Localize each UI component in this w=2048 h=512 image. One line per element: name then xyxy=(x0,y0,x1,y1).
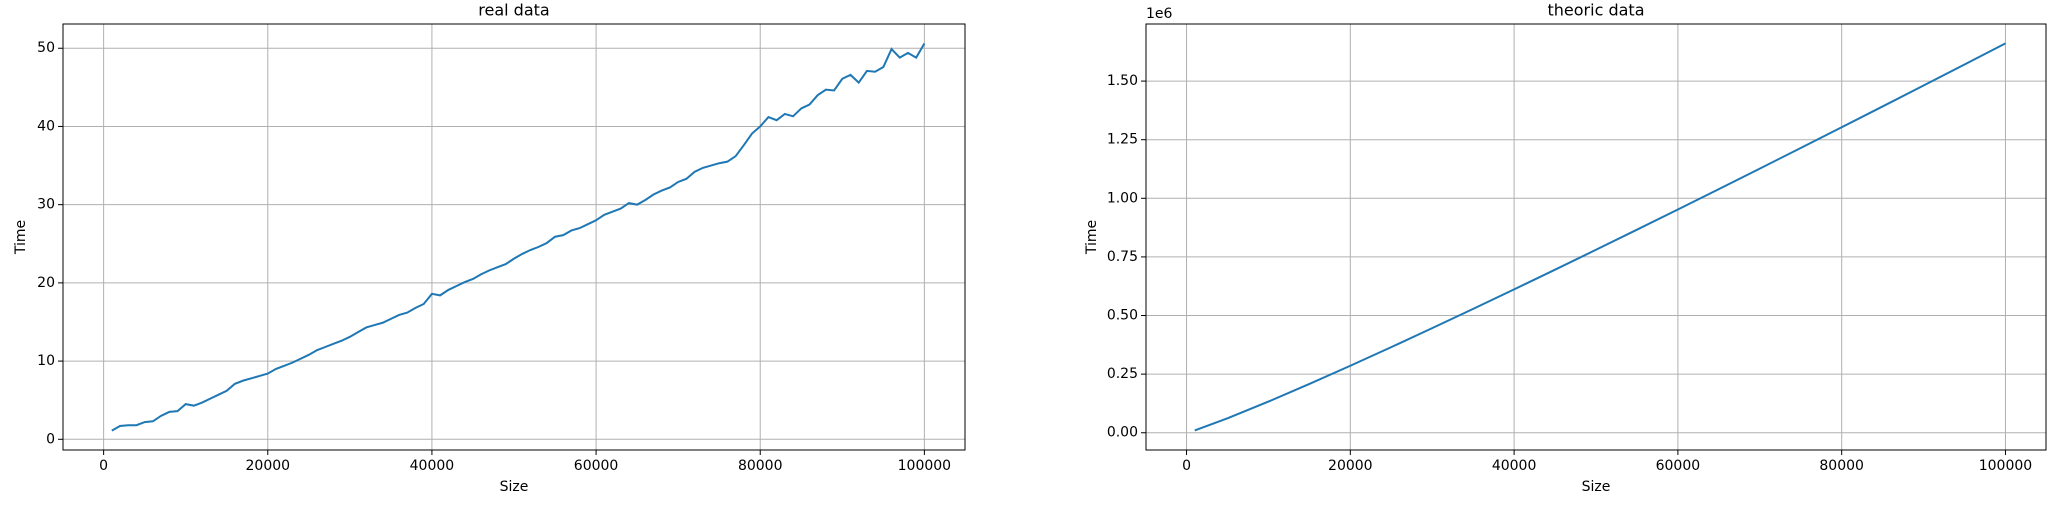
chart-title: real data xyxy=(478,1,549,20)
y-axis-label: Time xyxy=(1084,220,1100,255)
x-tick-label: 60000 xyxy=(574,458,619,474)
y-axis-label: Time xyxy=(13,220,29,255)
x-tick-label: 80000 xyxy=(1819,458,1864,474)
y-tick-label: 50 xyxy=(37,40,55,56)
x-axis-label: Size xyxy=(1582,479,1611,495)
y-tick-label: 0 xyxy=(46,431,55,447)
axes-frame xyxy=(1145,23,2047,451)
y-tick-label: 10 xyxy=(37,353,55,369)
x-tick-label: 80000 xyxy=(738,458,783,474)
y-tick-label: 1.50 xyxy=(1107,73,1138,89)
x-tick-label: 0 xyxy=(99,458,108,474)
y-tick-label: 1.25 xyxy=(1107,132,1138,148)
x-tick-label: 40000 xyxy=(1492,458,1537,474)
y-tick-label: 0.50 xyxy=(1107,308,1138,324)
y-tick-label: 0.00 xyxy=(1107,425,1138,441)
x-tick-label: 0 xyxy=(1182,458,1191,474)
axes-frame xyxy=(62,23,966,451)
y-tick-label: 1.00 xyxy=(1107,190,1138,206)
chart-title: theoric data xyxy=(1548,1,1645,20)
x-tick-label: 20000 xyxy=(1328,458,1373,474)
x-tick-label: 20000 xyxy=(246,458,291,474)
y-tick-label: 0.75 xyxy=(1107,249,1138,265)
x-tick-label: 100000 xyxy=(1979,458,2032,474)
x-tick-label: 100000 xyxy=(898,458,951,474)
y-offset-label: 1e6 xyxy=(1146,6,1173,22)
y-tick-label: 30 xyxy=(37,197,55,213)
x-tick-label: 60000 xyxy=(1656,458,1701,474)
data-line xyxy=(1194,42,2006,432)
y-tick-label: 40 xyxy=(37,118,55,134)
x-axis-label: Size xyxy=(500,479,529,495)
y-tick-label: 0.25 xyxy=(1107,366,1138,382)
data-line xyxy=(111,43,926,432)
y-tick-label: 20 xyxy=(37,275,55,291)
x-tick-label: 40000 xyxy=(410,458,455,474)
